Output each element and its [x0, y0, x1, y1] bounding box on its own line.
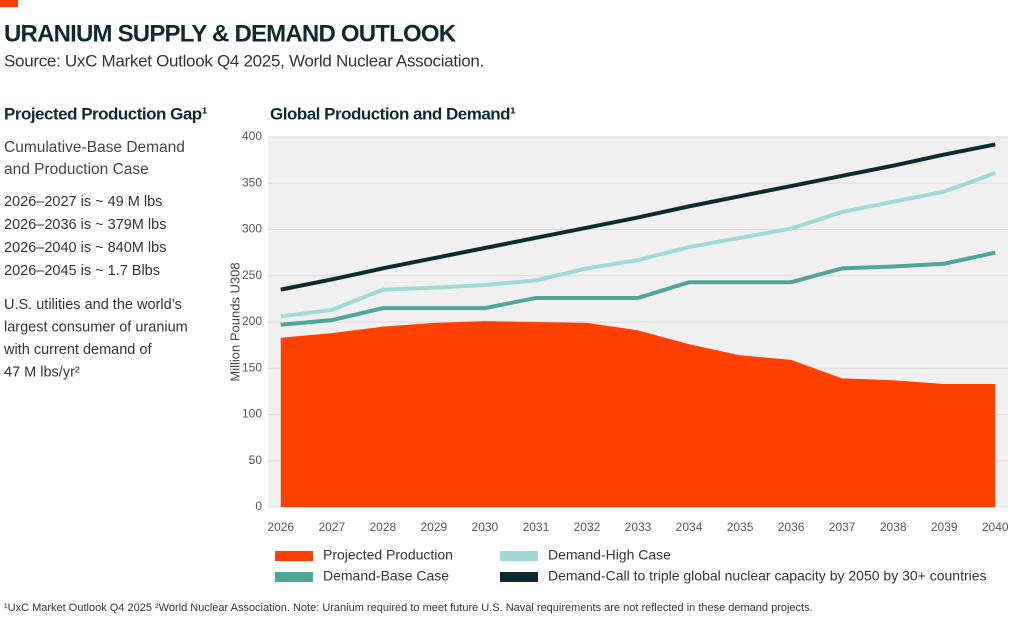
sidebar-gap-line: 2026–2027 is ~ 49 M lbs — [4, 194, 162, 210]
sidebar-note-line: 47 M lbs/yr² — [4, 364, 80, 380]
chart-title: Global Production and Demand¹ — [270, 104, 516, 123]
y-tick-label: 400 — [242, 129, 262, 143]
x-tick-label: 2027 — [318, 520, 345, 534]
y-tick-label: 150 — [242, 360, 262, 374]
x-tick-label: 2028 — [369, 520, 396, 534]
y-tick-label: 200 — [242, 314, 262, 328]
sidebar-note-line: with current demand of — [3, 342, 152, 358]
x-tick-label: 2033 — [625, 520, 652, 534]
area — [280, 321, 996, 507]
line — [280, 250, 996, 327]
legend-swatch — [500, 572, 538, 582]
sidebar-gap-line: 2026–2036 is ~ 379M lbs — [4, 217, 166, 233]
x-tick-label: 2036 — [778, 520, 805, 534]
x-tick-label: 2026 — [267, 520, 294, 534]
legend-swatch — [500, 551, 538, 561]
x-tick-label: 2035 — [727, 520, 754, 534]
legend-swatch — [275, 551, 313, 561]
x-tick-label: 2037 — [829, 520, 856, 534]
legend-label: Demand-Base Case — [323, 568, 449, 584]
line — [280, 142, 996, 292]
accent-bar — [0, 0, 18, 7]
y-tick-label: 50 — [249, 453, 263, 467]
legend-swatch — [275, 572, 313, 582]
sidebar-gap-line: 2026–2040 is ~ 840M lbs — [4, 240, 166, 256]
line — [280, 171, 996, 319]
y-tick-label: 0 — [255, 499, 262, 513]
y-tick-label: 350 — [242, 175, 262, 189]
y-tick-label: 250 — [242, 268, 262, 282]
sidebar-case-line: and Production Case — [4, 161, 149, 178]
y-tick-label: 300 — [242, 222, 262, 236]
x-tick-label: 2040 — [982, 520, 1009, 534]
legend-label: Projected Production — [323, 547, 453, 563]
legend-label: Demand-High Case — [548, 547, 671, 563]
sidebar-note-line: largest consumer of uranium — [4, 319, 188, 335]
x-tick-label: 2032 — [574, 520, 601, 534]
x-tick-label: 2031 — [523, 520, 550, 534]
sidebar-note-line: U.S. utilities and the world’s — [4, 297, 182, 313]
page-subtitle: Source: UxC Market Outlook Q4 2025, Worl… — [4, 51, 484, 70]
y-axis-label: Million Pounds U308 — [227, 262, 242, 381]
y-tick-label: 100 — [242, 407, 262, 421]
x-tick-label: 2039 — [931, 520, 958, 534]
sidebar-case-line: Cumulative-Base Demand — [4, 139, 185, 156]
legend-label: Demand-Call to triple global nuclear cap… — [548, 568, 987, 584]
x-tick-label: 2030 — [472, 520, 499, 534]
sidebar-title: Projected Production Gap¹ — [4, 104, 208, 123]
page-title: URANIUM SUPPLY & DEMAND OUTLOOK — [4, 20, 457, 47]
x-tick-label: 2038 — [880, 520, 907, 534]
sidebar-gap-line: 2026–2045 is ~ 1.7 Blbs — [4, 263, 160, 279]
x-tick-label: 2029 — [421, 520, 448, 534]
x-tick-label: 2034 — [676, 520, 703, 534]
footnote: ¹UxC Market Outlook Q4 2025 ²World Nucle… — [4, 602, 813, 614]
